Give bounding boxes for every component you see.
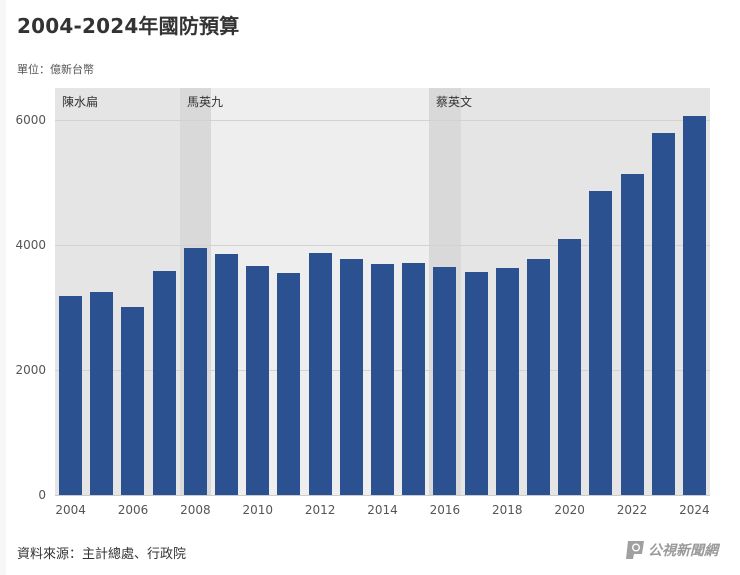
gridline-6000 <box>55 120 710 121</box>
source-label: 資料來源：主計總處、行政院 <box>17 547 187 562</box>
gridline-4000 <box>55 245 710 246</box>
bar-2021 <box>589 190 613 495</box>
x-tick-2004: 2004 <box>55 503 86 517</box>
region-label-ma-ying-jeou: 馬英九 <box>187 95 224 109</box>
left-edge <box>0 0 6 575</box>
x-tick-2022: 2022 <box>616 503 648 517</box>
chart-title: 2004-2024年國防預算 <box>17 14 240 38</box>
y-tick-0: 0 <box>38 488 46 502</box>
bar-2008 <box>183 247 207 495</box>
bar-2020 <box>558 239 582 495</box>
bar-2004 <box>59 295 83 495</box>
bar-2009 <box>215 253 239 495</box>
bar-2018 <box>495 267 519 495</box>
bar-2011 <box>277 272 301 495</box>
region-label-tsai-ing-wen: 蔡英文 <box>436 95 473 109</box>
x-tick-2014: 2014 <box>367 503 398 517</box>
x-tick-2018: 2018 <box>491 503 523 517</box>
bar-2005 <box>90 291 114 495</box>
bar-2010 <box>246 265 270 495</box>
x-tick-2024: 2024 <box>679 503 710 517</box>
bar-2007 <box>152 271 176 495</box>
bar-2012 <box>308 253 332 495</box>
x-tick-2012: 2012 <box>304 503 336 517</box>
x-tick-2010: 2010 <box>242 503 273 517</box>
bar-2022 <box>620 174 644 495</box>
x-axis-line <box>55 495 710 496</box>
bar-2024 <box>682 115 706 495</box>
bar-2006 <box>121 306 145 495</box>
bar-2016 <box>433 266 457 495</box>
bar-2017 <box>464 271 488 495</box>
x-tick-2020: 2020 <box>554 503 585 517</box>
logo-text: 公視新聞網 <box>648 543 718 559</box>
bar-2023 <box>651 133 675 495</box>
plot-area: 陳水扁 馬英九 蔡英文 <box>55 88 710 495</box>
bar-2014 <box>371 264 394 495</box>
pts-news-logo: 公視新聞網 <box>625 540 718 560</box>
y-tick-2000: 2000 <box>15 363 46 377</box>
bar-2013 <box>339 258 363 495</box>
pts-logo-icon <box>625 540 645 560</box>
x-tick-2006: 2006 <box>117 503 149 517</box>
bar-2019 <box>526 258 550 495</box>
x-tick-2016: 2016 <box>429 503 461 517</box>
x-tick-2008: 2008 <box>180 503 211 517</box>
y-tick-6000: 6000 <box>15 113 46 127</box>
unit-label: 單位：億新台幣 <box>17 63 94 76</box>
bar-2015 <box>402 263 426 495</box>
y-tick-4000: 4000 <box>15 238 46 252</box>
region-label-chen-shui-bian: 陳水扁 <box>62 95 99 109</box>
